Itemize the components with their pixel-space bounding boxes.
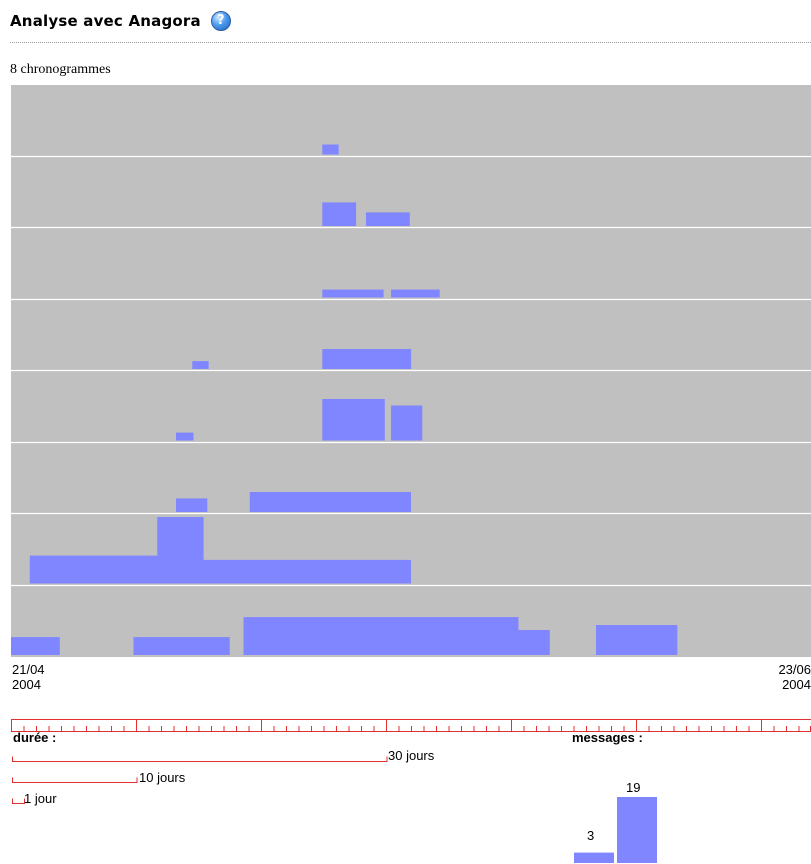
messages-bar-3: [574, 852, 614, 863]
chronogram-bar-r8-b4: [517, 630, 550, 655]
chronogram-bar-r1-b1: [322, 144, 339, 155]
date-end: 23/06 2004: [778, 662, 811, 692]
chronogram-bar-r8-b2: [133, 637, 230, 655]
timeline-ruler: [11, 719, 811, 732]
chronogram-bar-r8-b3: [243, 617, 519, 655]
messages-bar-19: [617, 797, 657, 863]
chronogram-bar-r2-b2: [366, 212, 410, 226]
chronogram-bar-r5-b2: [322, 399, 385, 441]
date-end-day: 23/06: [778, 662, 811, 677]
messages-label: messages :: [572, 730, 643, 745]
date-start-day: 21/04: [12, 662, 45, 677]
chronogram-bar-r5-b3: [391, 405, 423, 441]
duration-1-label: 1 jour: [24, 791, 57, 806]
chronogram-bar-r6-b1: [176, 498, 208, 512]
chronogram-bar-r4-b2: [322, 349, 412, 369]
chronogram-bar-r7-b1: [29, 555, 159, 584]
chronogram-count: 8 chronogrammes: [10, 62, 111, 77]
chronogram-bar-r5-b1: [176, 432, 194, 441]
duration-bracket-10: [12, 777, 138, 783]
duree-label: durée :: [13, 730, 57, 745]
chronogram-bar-r2-b1: [322, 202, 357, 226]
duration-bracket-30: [12, 756, 388, 762]
title-row: Analyse avec Anagora ?: [10, 9, 231, 33]
chronogram-bar-r8-b1: [11, 637, 60, 655]
chronogram-chart: [11, 85, 811, 657]
chronogram-bar-r8-b5: [596, 625, 678, 655]
date-start-year: 2004: [12, 677, 41, 692]
help-icon[interactable]: ?: [210, 11, 231, 31]
messages-value-3: 3: [587, 828, 595, 843]
chronogram-bar-r7-b3: [203, 559, 411, 584]
date-end-year: 2004: [782, 677, 811, 692]
chronogram-bar-r4-b1: [192, 361, 209, 369]
duration-10-label: 10 jours: [139, 770, 186, 785]
messages-value-19: 19: [626, 780, 641, 795]
chronogram-bar-r6-b2: [249, 492, 411, 512]
chronogram-bar-r3-b2: [391, 289, 440, 298]
page-title: Analyse avec Anagora: [10, 12, 201, 30]
chronogram-bar-r7-b2: [157, 517, 204, 584]
duration-bracket-1: [12, 798, 25, 804]
date-start: 21/04 2004: [12, 662, 45, 692]
chronogram-bar-r3-b1: [322, 289, 384, 298]
title-divider: [10, 42, 811, 43]
duration-30-label: 30 jours: [388, 748, 435, 763]
chronogram-svg: [11, 144, 811, 655]
